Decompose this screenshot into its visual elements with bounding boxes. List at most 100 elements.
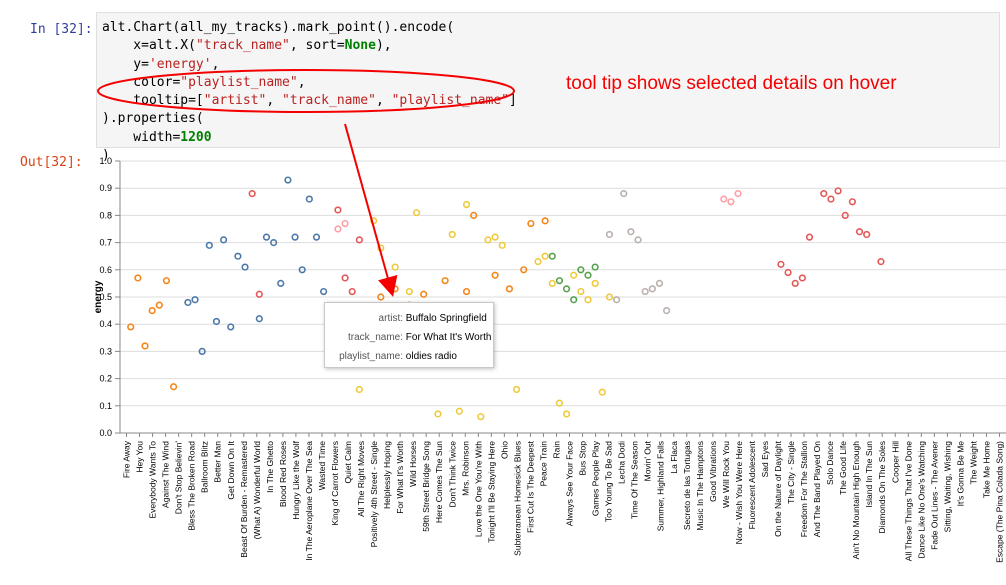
x-tick-label: Fluorescent Adolescent <box>747 440 757 529</box>
data-point-orange <box>148 307 156 315</box>
data-point-blue <box>184 298 192 307</box>
code-line: ) <box>102 147 517 165</box>
data-point-yellow <box>577 287 585 296</box>
x-tick-label: King of Carrot Flowers <box>330 441 340 526</box>
x-tick-label: Subterranean Homesick Blues <box>512 441 522 556</box>
data-point-blue <box>198 347 206 356</box>
y-tick-label: 0.7 <box>99 238 112 248</box>
x-tick-label: In The Ghetto <box>265 441 275 493</box>
data-point-red <box>827 195 835 203</box>
data-point-blue <box>227 323 235 331</box>
x-tick-label: Now - Wish You Were Here <box>734 441 744 545</box>
code-token: 1200 <box>180 129 212 145</box>
x-tick-label: Hungry Like the Wolf <box>291 440 301 519</box>
code-token: "playlist_name" <box>391 93 510 109</box>
x-tick-label: For What It's Worth <box>395 441 405 514</box>
code-line: ).properties( <box>102 110 517 128</box>
data-point-gray <box>620 190 628 198</box>
x-tick-label: Hey You <box>135 441 145 473</box>
tooltip-row-artist: artist: Buffalo Springfield <box>378 313 487 324</box>
data-point-blue <box>277 279 285 288</box>
data-point-orange <box>441 277 449 285</box>
x-tick-label: Take Me Home <box>981 441 991 498</box>
data-point-red <box>341 274 349 282</box>
code-token: x= <box>102 38 149 54</box>
x-tick-label: All The Right Moves <box>356 441 366 517</box>
x-tick-label: Fade Out Lines - The Avener <box>929 441 939 550</box>
x-tick-label: Ohio <box>499 441 509 459</box>
code-token: ).properties( <box>102 111 204 127</box>
data-point-yellow <box>412 209 421 217</box>
code-token: alt.Chart(all_my_tracks).mark_point().en… <box>102 20 455 35</box>
data-point-blue <box>270 239 278 247</box>
data-point-gray <box>655 279 664 288</box>
x-tick-label: We Will Rock You <box>721 441 731 508</box>
data-point-orange <box>520 266 528 274</box>
data-point-orange <box>527 219 535 228</box>
x-tick-label: Against The Wind <box>161 441 171 508</box>
data-point-blue <box>191 296 199 304</box>
x-tick-label: And The Band Played On <box>812 441 822 538</box>
data-point-blue <box>234 252 242 260</box>
x-tick-label: Love the One You're With <box>473 441 483 537</box>
code-token: "track_name" <box>282 93 376 109</box>
code-token: None <box>344 38 376 54</box>
code-line: color="playlist_name", <box>102 74 517 92</box>
data-point-yellow <box>605 293 614 301</box>
x-tick-label: Dance Like No One's Watching <box>916 441 926 559</box>
y-tick-label: 0.8 <box>99 210 112 220</box>
x-tick-label: Don't Stop Believin' <box>174 441 184 515</box>
x-tick-label: Peace Train <box>538 441 548 487</box>
x-tick-label: 59th Street Bridge Song <box>421 441 431 532</box>
x-tick-label: La Flaca <box>669 441 679 474</box>
x-tick-label: In The Aeroplane Over The Sea <box>304 441 314 561</box>
data-point-yellow <box>498 241 506 249</box>
x-tick-label: Freedom For The Stallion <box>799 441 809 537</box>
y-tick-label: 0.5 <box>99 292 112 302</box>
code-token: , <box>211 56 220 72</box>
data-point-orange <box>134 274 142 282</box>
data-point-red <box>334 206 342 214</box>
hover-tooltip: artist: Buffalo Springfield track_name: … <box>324 302 494 368</box>
data-point-orange <box>162 277 171 285</box>
data-point-red <box>784 268 792 277</box>
code-line: width=1200 <box>102 129 517 147</box>
data-point-gray <box>605 230 614 239</box>
x-tick-label: Blood Red Roses <box>278 441 288 507</box>
code-editor[interactable]: alt.Chart(all_my_tracks).mark_point().en… <box>102 19 517 165</box>
x-tick-label: Tonight I'll Be Staying Here <box>486 441 496 543</box>
code-cell[interactable]: alt.Chart(all_my_tracks).mark_point().en… <box>96 12 1000 163</box>
input-prompt: In [32]: <box>30 22 93 37</box>
code-token: "playlist_name" <box>180 74 298 90</box>
data-point-yellow <box>491 233 499 241</box>
code-token: , sort= <box>289 38 345 54</box>
x-tick-label: Solo Dance <box>825 441 835 485</box>
data-point-blue <box>262 233 271 241</box>
data-point-yellow <box>484 236 492 244</box>
code-token: "track_name" <box>195 38 290 54</box>
data-point-yellow <box>355 385 363 394</box>
data-point-red <box>798 274 806 282</box>
data-point-red <box>255 290 263 298</box>
x-tick-label: All These Things That I've Done <box>903 441 913 561</box>
data-point-yellow <box>434 410 442 418</box>
x-tick-label: Here Comes The Sun <box>434 441 444 523</box>
x-tick-label: First Cut Is The Deepest <box>525 440 535 533</box>
x-tick-label: Too Young To Be Sad <box>604 441 614 522</box>
data-point-yellow <box>598 388 606 396</box>
data-point-pink <box>720 195 728 203</box>
data-point-red <box>805 233 814 241</box>
x-tick-label: Mrs. Robinson <box>460 441 470 496</box>
x-tick-label: It's Gonna Be Me <box>955 441 965 507</box>
x-tick-label: The Good Life <box>838 441 848 495</box>
data-point-gray <box>663 307 671 315</box>
data-point-orange <box>462 287 471 296</box>
data-point-pink <box>734 190 742 198</box>
x-tick-label: Escape (The Pina Colada Song) <box>994 441 1004 563</box>
data-point-gray <box>634 236 642 244</box>
data-point-yellow <box>512 385 521 394</box>
data-point-gray <box>648 285 656 293</box>
x-tick-label: Quiet Calm <box>343 441 353 484</box>
x-tick-label: Don't Think Twice <box>447 441 457 508</box>
